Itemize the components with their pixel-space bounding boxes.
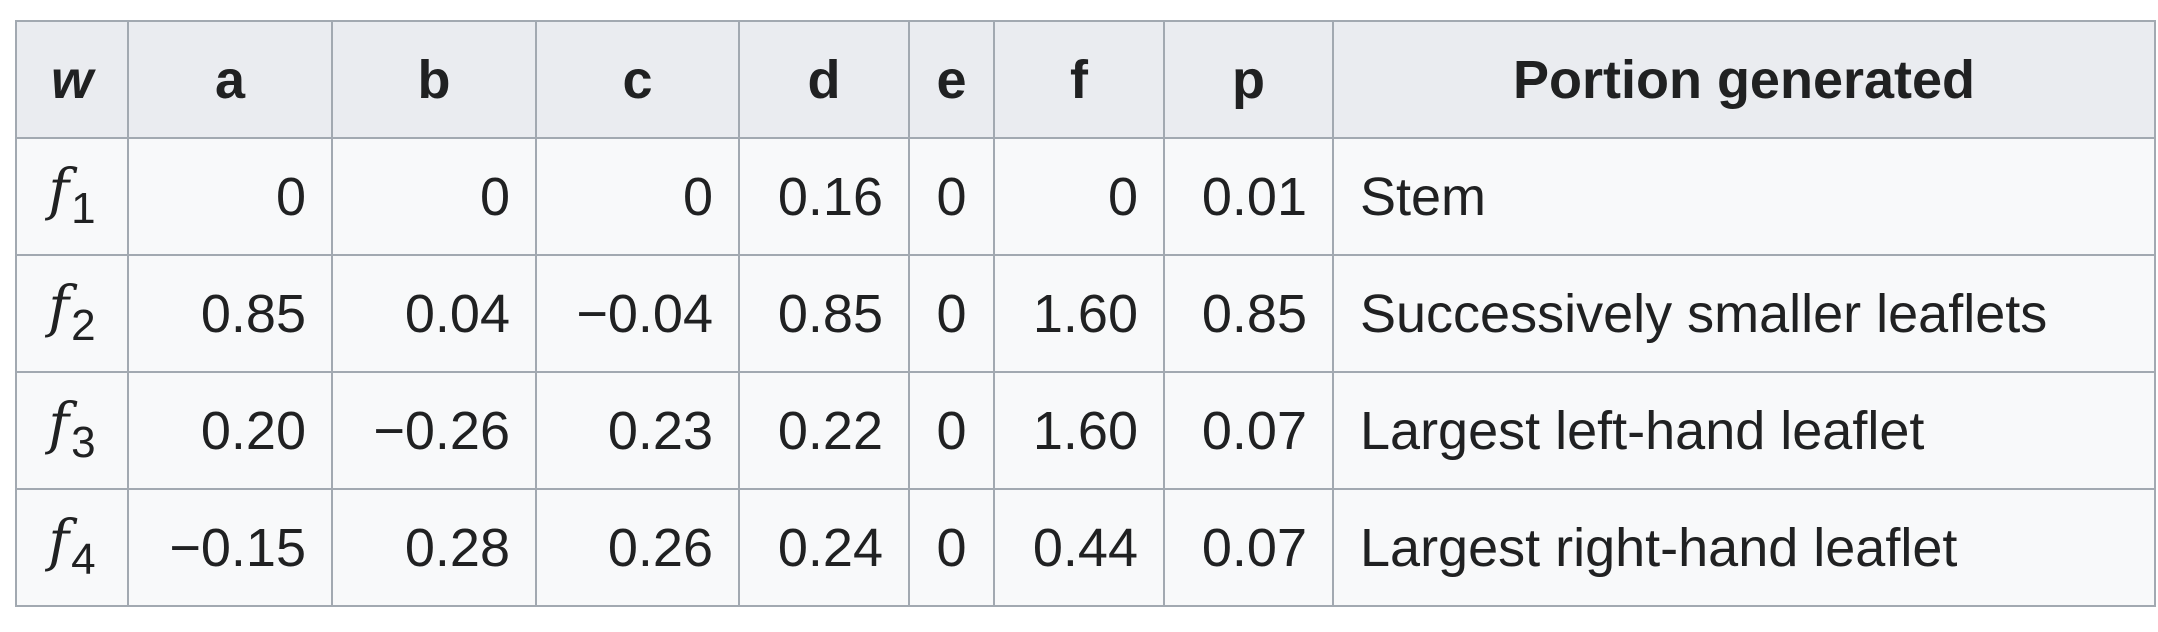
function-letter: f bbox=[48, 157, 70, 223]
function-subscript: 4 bbox=[71, 534, 96, 584]
cell-b: 0 bbox=[331, 137, 537, 256]
header-p: p bbox=[1163, 20, 1334, 139]
table-container: w a b c d e f p Portion generated f1 0 0… bbox=[15, 20, 2156, 607]
cell-b: −0.26 bbox=[331, 371, 537, 490]
cell-p: 0.01 bbox=[1163, 137, 1334, 256]
function-subscript: 1 bbox=[71, 183, 96, 233]
cell-b: 0.04 bbox=[331, 254, 537, 373]
header-portion-generated: Portion generated bbox=[1332, 20, 2156, 139]
cell-a: 0.20 bbox=[127, 371, 333, 490]
function-label: f1 bbox=[15, 137, 129, 256]
header-e: e bbox=[908, 20, 995, 139]
cell-d: 0.16 bbox=[738, 137, 910, 256]
function-label: f3 bbox=[15, 371, 129, 490]
table-row: f4 −0.15 0.28 0.26 0.24 0 0.44 0.07 Larg… bbox=[15, 488, 2156, 607]
header-b: b bbox=[331, 20, 537, 139]
cell-e: 0 bbox=[908, 371, 995, 490]
header-c: c bbox=[535, 20, 740, 139]
function-letter: f bbox=[48, 508, 70, 574]
cell-portion: Stem bbox=[1332, 137, 2156, 256]
table-row: f2 0.85 0.04 −0.04 0.85 0 1.60 0.85 Succ… bbox=[15, 254, 2156, 373]
table-row: f3 0.20 −0.26 0.23 0.22 0 1.60 0.07 Larg… bbox=[15, 371, 2156, 490]
header-a: a bbox=[127, 20, 333, 139]
cell-f: 1.60 bbox=[993, 371, 1165, 490]
cell-portion: Largest left-hand leaflet bbox=[1332, 371, 2156, 490]
cell-d: 0.85 bbox=[738, 254, 910, 373]
cell-p: 0.07 bbox=[1163, 371, 1334, 490]
header-f: f bbox=[993, 20, 1165, 139]
cell-p: 0.85 bbox=[1163, 254, 1334, 373]
cell-d: 0.22 bbox=[738, 371, 910, 490]
cell-e: 0 bbox=[908, 137, 995, 256]
function-letter: f bbox=[48, 274, 70, 340]
header-w: w bbox=[15, 20, 129, 139]
function-label: f2 bbox=[15, 254, 129, 373]
cell-c: 0 bbox=[535, 137, 740, 256]
cell-e: 0 bbox=[908, 488, 995, 607]
cell-c: −0.04 bbox=[535, 254, 740, 373]
function-subscript: 2 bbox=[71, 300, 96, 350]
cell-a: −0.15 bbox=[127, 488, 333, 607]
fern-transform-table: w a b c d e f p Portion generated f1 0 0… bbox=[15, 20, 2156, 607]
cell-portion: Largest right-hand leaflet bbox=[1332, 488, 2156, 607]
header-d: d bbox=[738, 20, 910, 139]
cell-c: 0.23 bbox=[535, 371, 740, 490]
header-row: w a b c d e f p Portion generated bbox=[15, 20, 2156, 139]
cell-e: 0 bbox=[908, 254, 995, 373]
cell-p: 0.07 bbox=[1163, 488, 1334, 607]
table-row: f1 0 0 0 0.16 0 0 0.01 Stem bbox=[15, 137, 2156, 256]
cell-a: 0 bbox=[127, 137, 333, 256]
function-subscript: 3 bbox=[71, 417, 96, 467]
function-letter: f bbox=[48, 391, 70, 457]
function-label: f4 bbox=[15, 488, 129, 607]
cell-d: 0.24 bbox=[738, 488, 910, 607]
cell-f: 0 bbox=[993, 137, 1165, 256]
cell-portion: Successively smaller leaflets bbox=[1332, 254, 2156, 373]
cell-f: 1.60 bbox=[993, 254, 1165, 373]
cell-c: 0.26 bbox=[535, 488, 740, 607]
cell-f: 0.44 bbox=[993, 488, 1165, 607]
cell-a: 0.85 bbox=[127, 254, 333, 373]
cell-b: 0.28 bbox=[331, 488, 537, 607]
